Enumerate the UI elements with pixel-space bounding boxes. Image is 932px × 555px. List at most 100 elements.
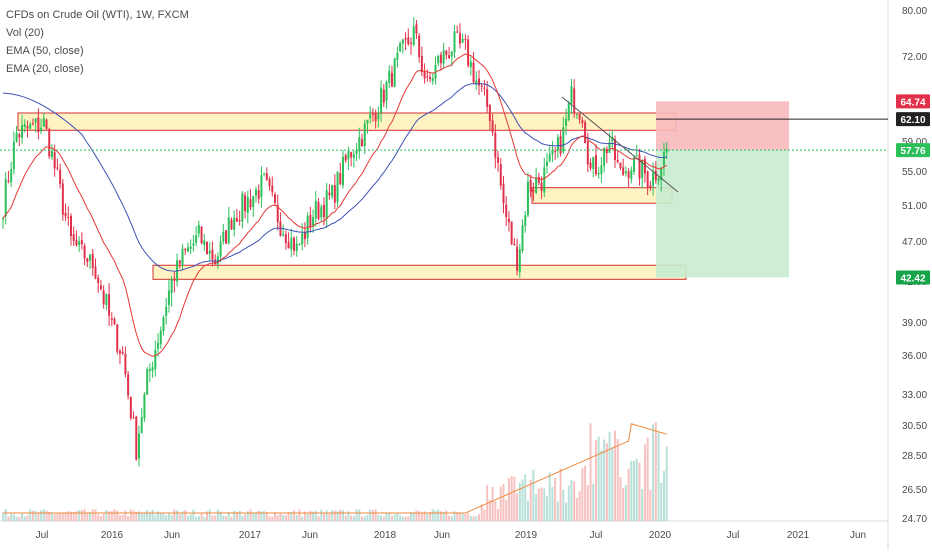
volume-bar — [94, 509, 97, 521]
candle — [608, 142, 611, 153]
y-axis: 80.0072.0059.0055.0051.0047.0042.0039.00… — [902, 6, 927, 525]
candle — [37, 117, 40, 133]
candle — [480, 85, 483, 87]
candle — [410, 42, 412, 44]
candle — [643, 159, 646, 174]
volume-bar — [529, 479, 532, 521]
volume-indicator-label[interactable]: Vol (20) — [6, 27, 44, 39]
volume-bar — [102, 514, 105, 521]
x-tick-label: Jun — [164, 530, 180, 541]
volume-bar — [42, 509, 45, 521]
volume-bar — [437, 509, 440, 521]
volume-bar — [331, 510, 334, 521]
volume-bar — [358, 509, 361, 521]
volume-bar — [249, 509, 252, 521]
candle — [244, 195, 247, 212]
price-badge-label-current: 57.76 — [900, 146, 925, 157]
volume-bar — [516, 493, 519, 521]
volume-bar — [543, 488, 546, 521]
candle — [42, 117, 45, 127]
volume-bar — [293, 510, 296, 521]
volume-bar — [26, 515, 29, 521]
candle — [665, 148, 668, 153]
volume-bar — [118, 515, 121, 521]
volume-bar — [4, 509, 7, 521]
volume-bar — [469, 516, 472, 521]
volume-bar — [83, 509, 86, 521]
volume-bar — [562, 489, 565, 521]
volume-bar — [116, 510, 119, 521]
volume-bar — [510, 476, 513, 521]
candle — [352, 154, 355, 158]
volume-bar — [78, 509, 81, 521]
candle — [396, 52, 399, 61]
candle — [154, 349, 157, 369]
candle — [276, 204, 279, 223]
candle — [439, 54, 442, 64]
volume-bar — [37, 513, 40, 521]
symbol-title[interactable]: CFDs on Crude Oil (WTI), 1W, FXCM — [6, 9, 189, 21]
volume-bar — [18, 516, 21, 521]
volume-bar — [301, 516, 304, 521]
volume-bar — [29, 509, 32, 521]
candles — [2, 17, 668, 467]
candle — [497, 157, 500, 163]
volume-bar — [325, 510, 328, 521]
volume-bar — [274, 512, 276, 521]
y-tick-label: 28.50 — [902, 451, 927, 462]
candle — [295, 243, 298, 251]
candle — [173, 278, 176, 281]
volume-bar — [608, 431, 611, 521]
ema50-indicator-label[interactable]: EMA (50, close) — [6, 45, 84, 57]
volume-bar — [67, 511, 70, 521]
volume-bar — [518, 482, 521, 521]
volume-bar — [298, 509, 301, 521]
volume-bar — [399, 515, 402, 521]
candle — [271, 185, 274, 193]
volume-bar — [635, 458, 638, 521]
candle — [284, 234, 287, 243]
candle — [151, 367, 154, 371]
volume-bar — [40, 510, 43, 521]
candle — [342, 156, 344, 186]
volume-bar — [246, 511, 249, 521]
volume-bar — [265, 512, 268, 521]
price-badge-resistance — [896, 112, 930, 127]
y-tick-label: 51.00 — [902, 201, 927, 212]
volume-bar — [573, 481, 576, 521]
volume-bar — [390, 515, 393, 521]
volume-bar — [45, 510, 48, 521]
candle — [206, 241, 208, 255]
volume-bar — [565, 502, 568, 521]
candle — [72, 234, 75, 241]
volume-bar — [472, 516, 475, 521]
volume-bar — [439, 511, 442, 521]
volume-bar — [570, 479, 573, 521]
volume-bar — [434, 510, 437, 521]
candle — [521, 225, 524, 251]
volume-bar — [363, 516, 366, 521]
candle — [505, 204, 508, 217]
volume-bar — [453, 511, 456, 521]
candle — [246, 197, 249, 213]
stop-loss-zone — [656, 101, 789, 151]
candle — [573, 88, 576, 113]
candle — [181, 248, 184, 266]
candle — [113, 319, 116, 325]
candle — [518, 249, 521, 272]
candle — [407, 37, 410, 44]
volume-bar — [464, 513, 467, 521]
candle — [31, 123, 34, 125]
candle — [532, 189, 535, 192]
volume-bar — [420, 512, 423, 521]
y-tick-label: 55.00 — [902, 167, 927, 178]
volume-bar — [167, 512, 170, 521]
ema20-indicator-label[interactable]: EMA (20, close) — [6, 63, 84, 75]
volume-bar — [148, 512, 151, 521]
volume-bar — [643, 444, 646, 521]
volume-bar — [322, 512, 325, 521]
candle — [135, 416, 138, 460]
candle — [453, 31, 456, 53]
